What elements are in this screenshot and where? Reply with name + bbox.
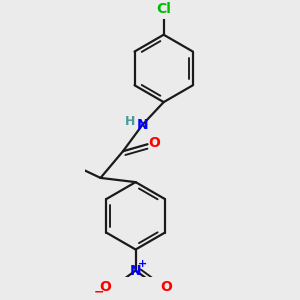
Text: Cl: Cl	[156, 2, 171, 16]
Text: −: −	[94, 286, 104, 299]
Text: N: N	[137, 118, 148, 132]
Text: O: O	[100, 280, 111, 294]
Text: N: N	[130, 264, 141, 278]
Text: O: O	[160, 280, 172, 294]
Text: H: H	[124, 115, 135, 128]
Text: +: +	[138, 259, 147, 269]
Text: O: O	[148, 136, 160, 150]
